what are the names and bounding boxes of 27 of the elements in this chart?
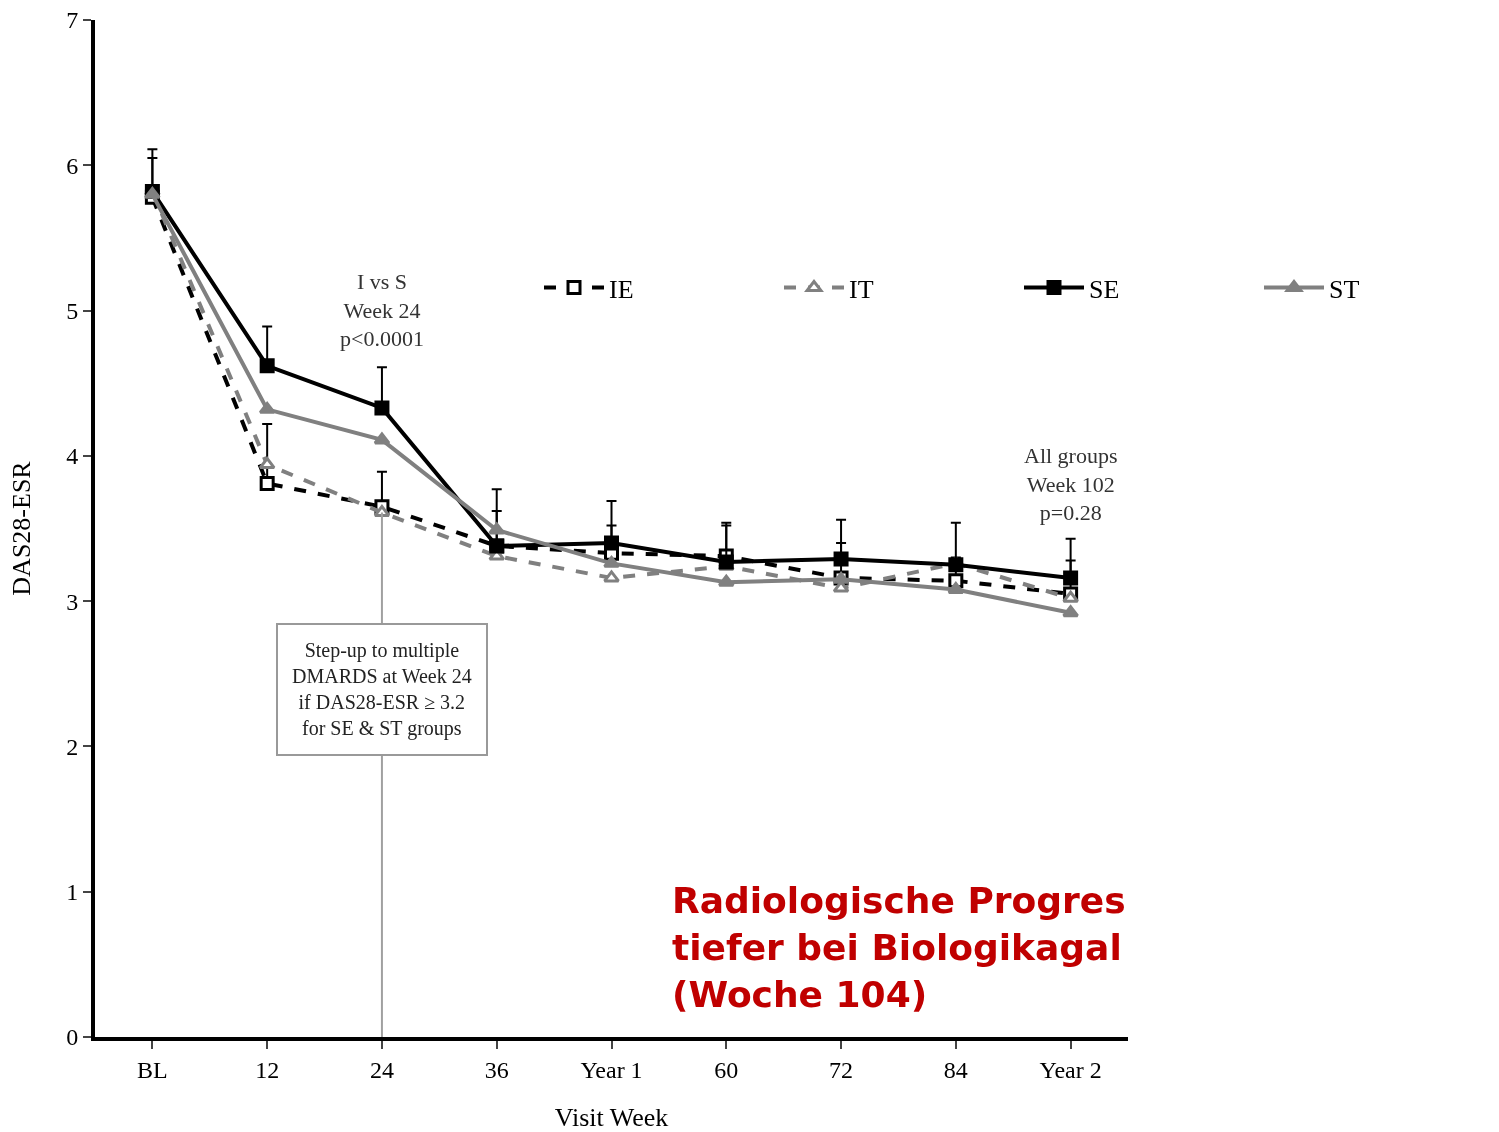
y-tick-label: 6 xyxy=(66,152,79,179)
y-tick-label: 0 xyxy=(66,1024,79,1051)
y-tick-label: 1 xyxy=(66,879,79,906)
x-tick-label: 84 xyxy=(943,1056,968,1083)
y-tick-label: 5 xyxy=(66,297,79,324)
annotation: All groups Week 102 p=0.28 xyxy=(1024,443,1118,526)
legend-label: IE xyxy=(609,274,634,304)
x-tick-label: 72 xyxy=(829,1056,854,1083)
annotation: Step-up to multiple DMARDS at Week 24 if DAS28-ESR ≥ 3.2 for SE & ST groups xyxy=(292,639,472,740)
y-tick-label: 3 xyxy=(66,588,79,615)
y-axis-title: DAS28-ESR xyxy=(7,460,36,596)
x-tick-label: Year 2 xyxy=(1039,1056,1102,1083)
y-tick-label: 4 xyxy=(66,443,79,470)
x-tick-label: Year 1 xyxy=(580,1056,643,1083)
legend-label: SE xyxy=(1089,274,1120,304)
x-tick-label: 24 xyxy=(369,1056,394,1083)
x-tick-label: BL xyxy=(137,1056,168,1083)
x-tick-label: 60 xyxy=(714,1056,739,1083)
y-tick-label: 2 xyxy=(66,733,79,760)
x-axis-title: Visit Week xyxy=(554,1103,669,1132)
y-tick-label: 7 xyxy=(66,7,79,34)
legend-label: IT xyxy=(849,274,874,304)
x-tick-label: 36 xyxy=(484,1056,509,1083)
x-tick-label: 12 xyxy=(255,1056,280,1083)
legend-label: ST xyxy=(1329,274,1360,304)
annotation: I vs S Week 24 p<0.0001 xyxy=(340,269,424,352)
annotation: Radiologische Progres tiefer bei Biologikagal (Woche 104) xyxy=(672,880,1126,1015)
